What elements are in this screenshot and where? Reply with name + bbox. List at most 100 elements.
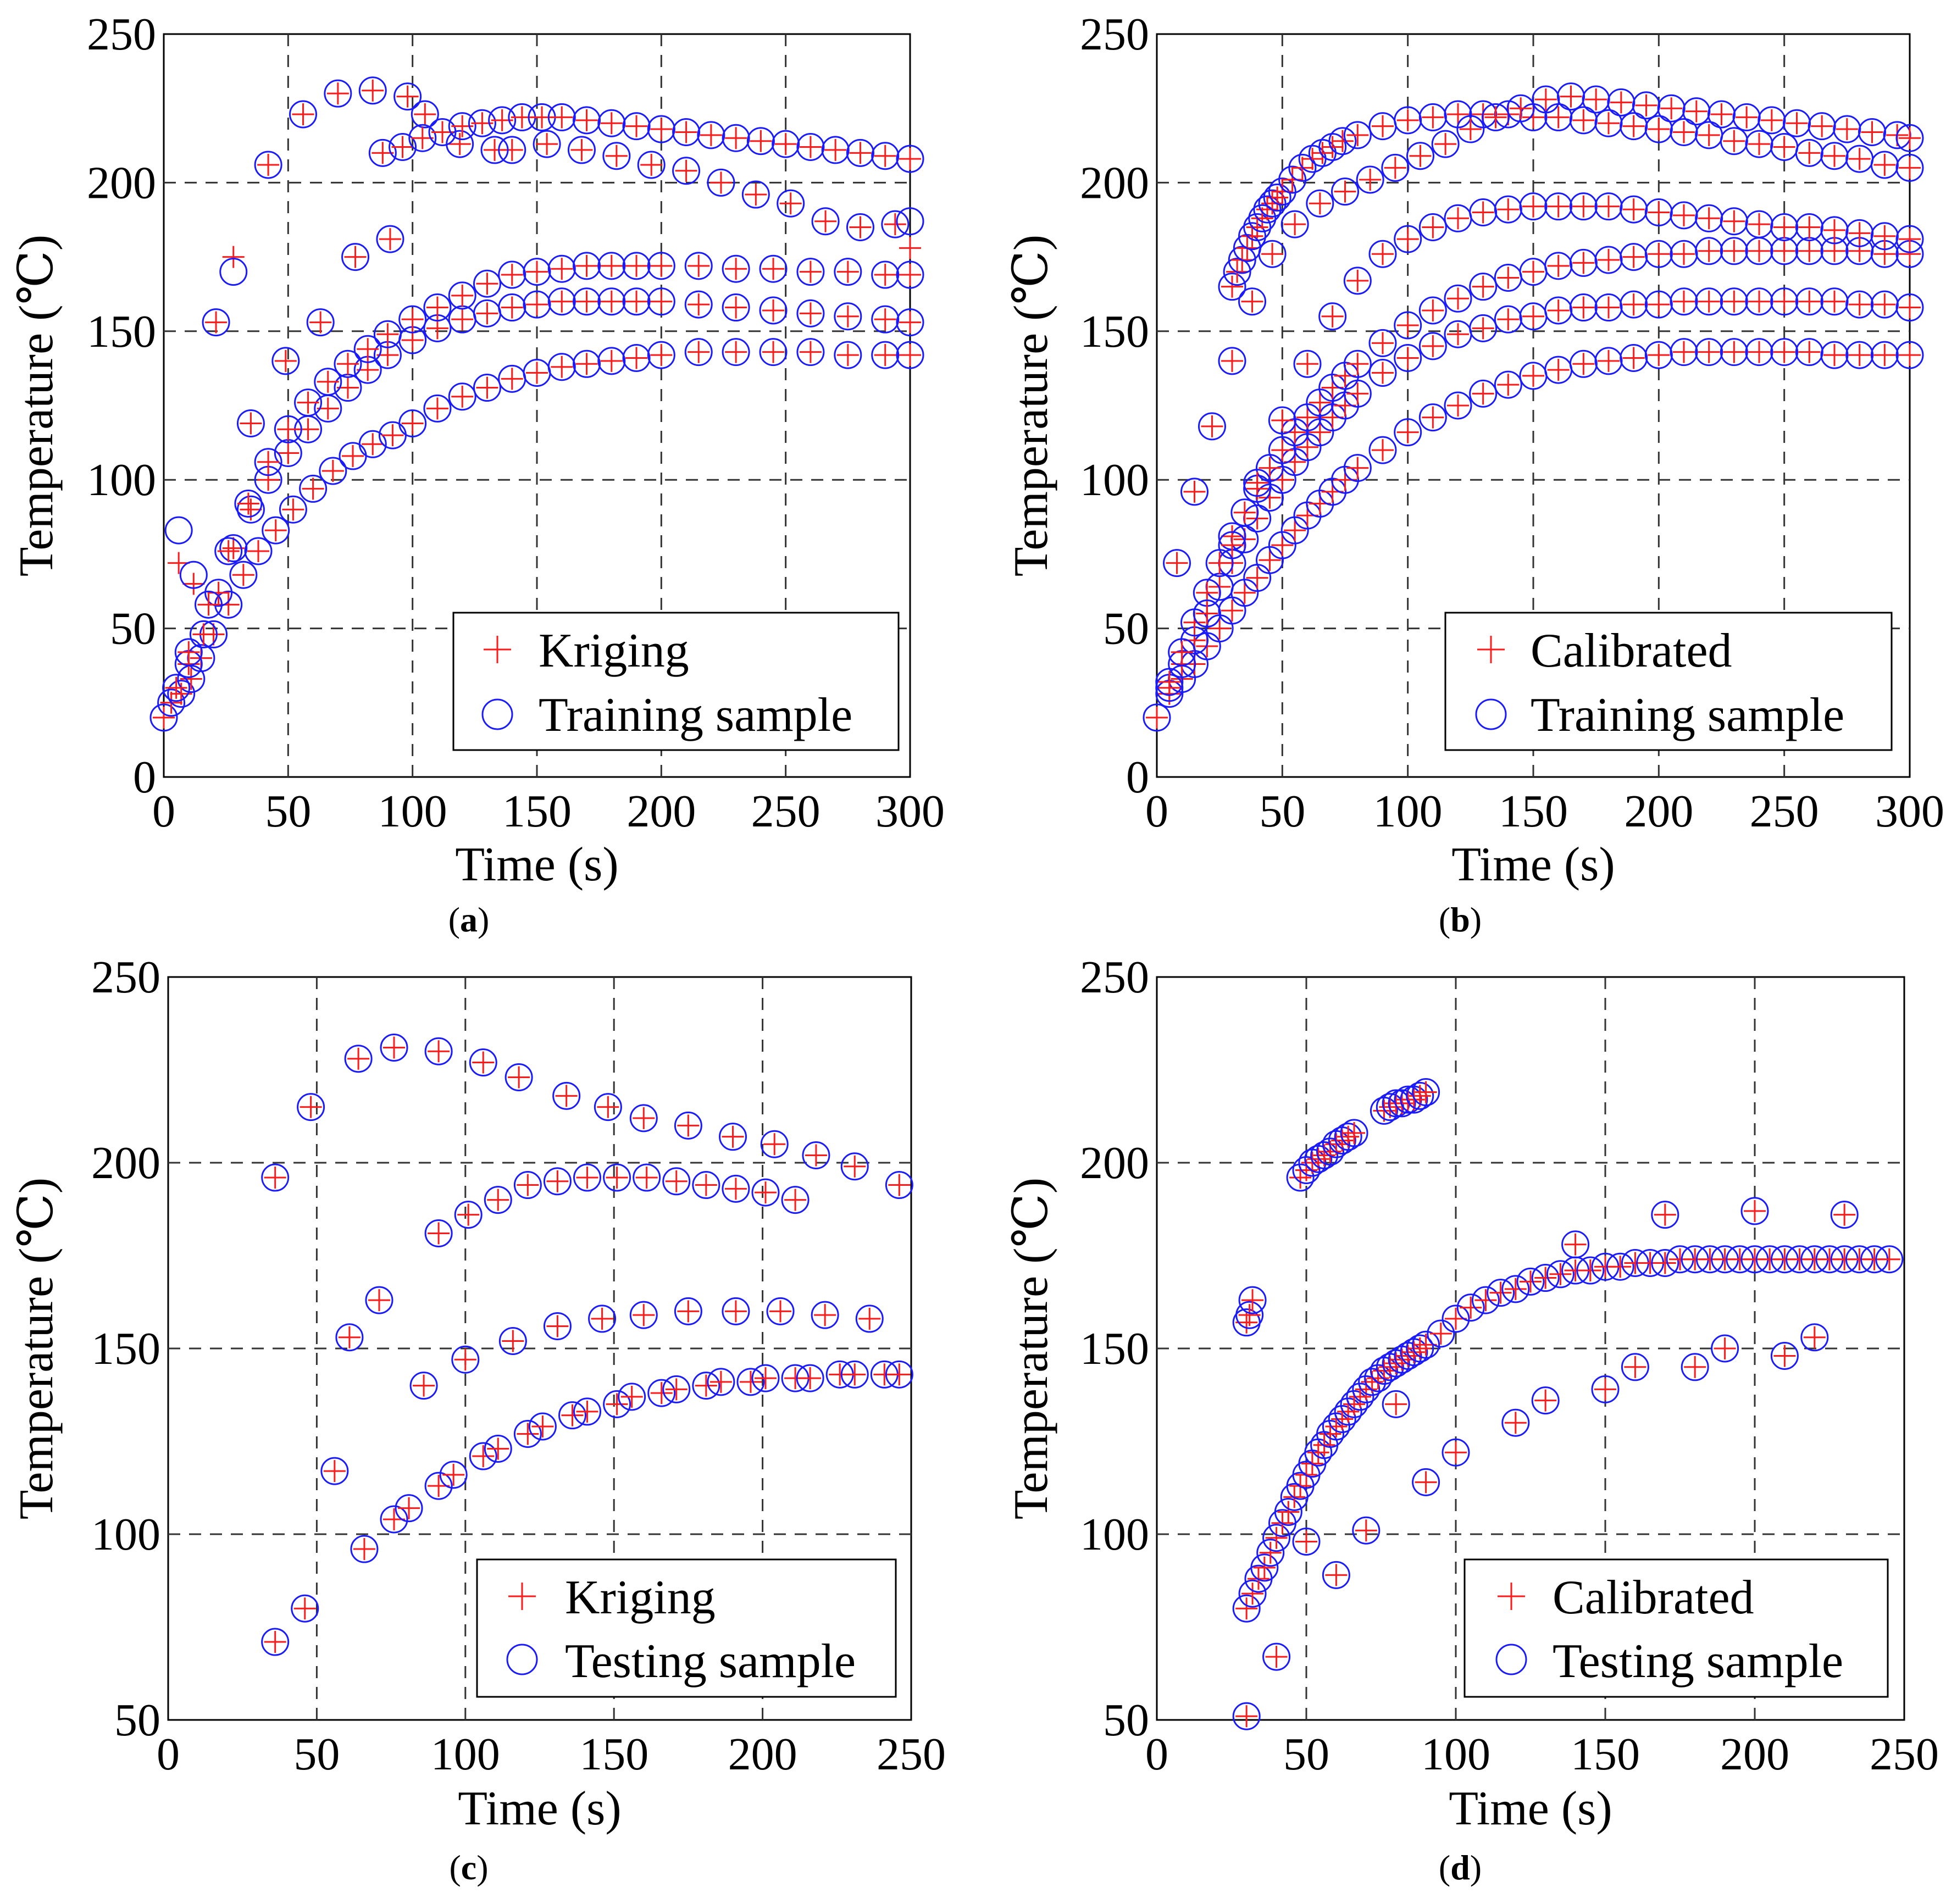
data-point-plus [1609, 1256, 1632, 1278]
data-point-plus [428, 1040, 450, 1063]
data-point-circle [1795, 213, 1823, 242]
legend-circle-icon [506, 1644, 538, 1675]
data-point-plus [1823, 219, 1845, 241]
data-point-plus [1723, 130, 1745, 152]
data-point-plus [625, 115, 648, 137]
data-point-plus [454, 1348, 476, 1371]
data-point-plus [709, 171, 732, 194]
data-point-plus [1564, 1233, 1587, 1256]
data-point-circle [647, 1379, 676, 1407]
panel-caption: (c) [449, 1848, 488, 1887]
data-point-plus [1698, 341, 1720, 363]
tick-labels: 0 50 100 150 200 250 300 0 50 100 150 200 250 [1080, 9, 1944, 837]
data-point-plus [1422, 406, 1444, 429]
data-point-plus [1547, 195, 1570, 218]
data-point-circle [1651, 1201, 1679, 1229]
data-point-circle [1621, 1353, 1649, 1381]
data-point-circle [1238, 287, 1267, 316]
y-axis-label: Temperature (℃) [10, 1178, 63, 1519]
data-point-circle [1444, 391, 1472, 420]
data-point-circle [1262, 1642, 1291, 1671]
data-point-circle [674, 1111, 702, 1140]
data-point-plus [472, 1445, 495, 1468]
data-point-circle [393, 82, 422, 111]
data-point-plus [1723, 290, 1745, 313]
data-point-circle [299, 474, 328, 503]
data-point-plus [1284, 519, 1306, 542]
data-point-plus [695, 1374, 717, 1397]
data-point-circle [1820, 341, 1849, 369]
data-point-plus [675, 121, 697, 143]
data-point-plus [1415, 1081, 1437, 1103]
data-point-plus [1196, 602, 1218, 625]
data-point-plus [302, 478, 324, 500]
y-tick-label: 150 [1080, 1323, 1149, 1374]
data-point-plus [600, 254, 623, 277]
data-point-plus [625, 290, 648, 313]
data-point-circle [202, 308, 230, 337]
data-point-plus [1899, 157, 1921, 179]
data-point-circle [855, 1305, 884, 1333]
data-point-circle [505, 1063, 533, 1092]
legend-entry-2: Testing sample [565, 1635, 856, 1688]
data-point-plus [1622, 347, 1645, 369]
data-point-plus [1848, 344, 1871, 367]
data-point-plus [1723, 240, 1745, 262]
data-point-plus [551, 106, 573, 129]
data-point-plus [1396, 347, 1419, 369]
data-point-circle [1695, 287, 1723, 316]
data-point-plus [725, 258, 747, 280]
data-point-circle [1711, 1334, 1739, 1363]
data-point-circle [473, 269, 501, 298]
data-point-circle [1770, 213, 1799, 242]
data-point-circle [1310, 1141, 1339, 1169]
data-point-circle [1795, 138, 1823, 167]
data-point-plus [317, 370, 339, 393]
data-point-circle [1745, 338, 1773, 367]
data-point-circle [1594, 109, 1623, 137]
data-point-plus [575, 109, 598, 131]
data-point-plus [502, 1330, 524, 1352]
data-point-circle [179, 560, 208, 589]
data-point-plus [1447, 323, 1469, 346]
data-point-circle [741, 180, 770, 209]
data-point-plus [1773, 1345, 1796, 1367]
data-point-circle [1820, 216, 1849, 245]
x-tick-label: 150 [502, 786, 572, 837]
data-point-circle [573, 1163, 602, 1192]
data-point-circle [1306, 189, 1334, 218]
data-point-plus [1271, 409, 1294, 432]
data-point-plus [1773, 290, 1795, 313]
data-point-plus [546, 1315, 569, 1337]
data-point-plus [1823, 290, 1845, 313]
data-point-circle [1620, 195, 1648, 224]
data-point-plus [1504, 1412, 1527, 1434]
data-point-plus [357, 338, 379, 360]
data-point-circle [335, 1323, 364, 1352]
data-point-plus [1522, 195, 1544, 218]
data-point-circle [684, 290, 713, 319]
data-point-circle [846, 138, 874, 167]
data-point-circle [1418, 103, 1447, 131]
data-point-circle [291, 1594, 319, 1623]
data-point-circle [722, 1297, 750, 1325]
data-point-plus [1748, 133, 1770, 156]
data-point-circle [376, 225, 404, 253]
legend-plus-icon [1498, 1583, 1525, 1610]
data-point-plus [1748, 341, 1770, 363]
data-point-circle [707, 1368, 735, 1396]
data-point-circle [772, 130, 800, 158]
legend: Kriging Testing sample [476, 1558, 897, 1698]
data-point-plus [675, 159, 697, 182]
data-point-plus [1823, 344, 1845, 367]
data-point-plus [442, 1463, 465, 1486]
data-point-circle [1253, 195, 1282, 224]
data-point-plus [1434, 133, 1457, 156]
data-point-circle [834, 258, 862, 286]
data-point-circle [1494, 305, 1522, 334]
data-point-plus [739, 1370, 762, 1393]
data-point-plus [1309, 421, 1331, 443]
data-point-circle [1368, 329, 1397, 357]
data-point-circle [424, 1219, 453, 1247]
data-point-circle [881, 210, 910, 238]
